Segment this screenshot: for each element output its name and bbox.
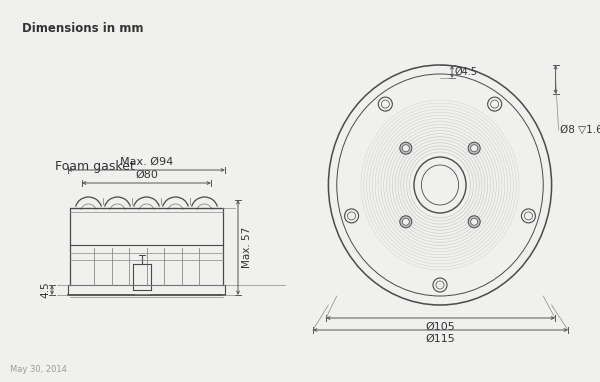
Circle shape bbox=[470, 218, 478, 225]
Text: Ø115: Ø115 bbox=[425, 334, 455, 344]
Text: Ø4.5: Ø4.5 bbox=[455, 66, 478, 76]
Circle shape bbox=[403, 145, 409, 152]
Ellipse shape bbox=[414, 157, 466, 213]
Circle shape bbox=[400, 142, 412, 154]
Circle shape bbox=[468, 216, 480, 228]
Circle shape bbox=[433, 278, 447, 292]
Circle shape bbox=[403, 218, 409, 225]
Text: Foam gasket: Foam gasket bbox=[55, 160, 135, 173]
Text: May 30, 2014: May 30, 2014 bbox=[10, 365, 67, 374]
Circle shape bbox=[400, 216, 412, 228]
Circle shape bbox=[488, 97, 502, 111]
Text: Max. Ø94: Max. Ø94 bbox=[120, 157, 173, 167]
Circle shape bbox=[344, 209, 359, 223]
Text: Ø8 ▽1.6: Ø8 ▽1.6 bbox=[560, 125, 600, 135]
Circle shape bbox=[521, 209, 535, 223]
Text: 4.5: 4.5 bbox=[40, 282, 50, 298]
Text: Ø80: Ø80 bbox=[135, 170, 158, 180]
Text: Max. 57: Max. 57 bbox=[242, 227, 252, 268]
Text: Dimensions in mm: Dimensions in mm bbox=[22, 22, 143, 35]
Circle shape bbox=[468, 142, 480, 154]
Text: Ø105: Ø105 bbox=[425, 322, 455, 332]
Circle shape bbox=[470, 145, 478, 152]
Circle shape bbox=[379, 97, 392, 111]
